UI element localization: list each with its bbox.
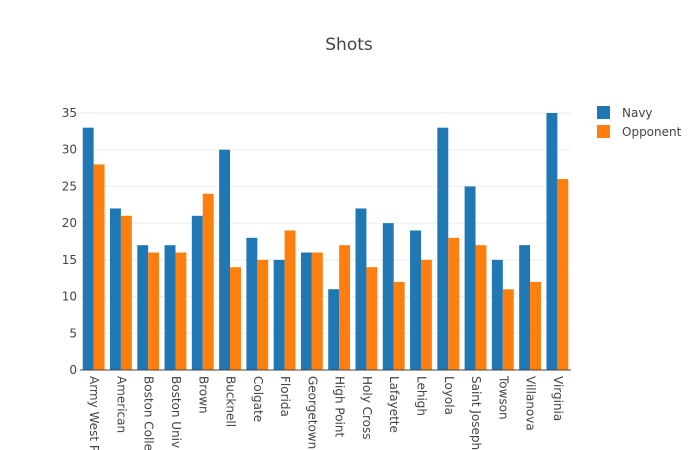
bars [82,113,569,370]
bar-navy-9[interactable] [328,289,340,370]
bar-opponent-7[interactable] [284,230,296,370]
bar-navy-10[interactable] [355,208,367,370]
x-tick-label: Saint Joseph [469,376,483,450]
x-tick-label: Villanova [524,376,538,431]
y-tick-label: 10 [62,290,77,304]
y-tick-label: 20 [62,216,77,230]
bar-navy-5[interactable] [219,149,231,370]
bar-opponent-2[interactable] [148,252,160,370]
bar-navy-0[interactable] [82,127,94,370]
y-tick-label: 30 [62,143,77,157]
legend[interactable]: Navy Opponent [597,106,682,139]
bar-navy-15[interactable] [491,259,503,370]
bar-navy-7[interactable] [273,259,285,370]
x-tick-label: Loyola [442,376,456,415]
bar-navy-2[interactable] [137,245,149,370]
x-tick-label: Georgetown [305,376,319,449]
y-tick-label: 0 [69,363,77,377]
y-tick-label: 15 [62,253,77,267]
bar-opponent-5[interactable] [230,267,241,370]
y-tick-label: 5 [69,326,77,340]
gridlines [80,112,571,334]
bar-opponent-13[interactable] [448,237,460,370]
legend-swatch-opponent[interactable] [597,125,610,138]
x-tick-label: Bucknell [224,376,238,427]
legend-swatch-navy[interactable] [597,106,610,119]
bar-opponent-10[interactable] [366,267,378,370]
bar-navy-4[interactable] [191,215,203,370]
y-axis-ticks: 0 5 10 15 20 25 30 35 [62,106,77,377]
chart-title: Shots [325,35,373,55]
x-tick-label: Florida [278,376,292,417]
bar-opponent-15[interactable] [502,289,514,370]
bar-navy-13[interactable] [437,127,449,370]
x-tick-label: Colgate [251,376,265,422]
bar-navy-14[interactable] [464,186,476,370]
bar-navy-8[interactable] [300,252,312,370]
x-tick-label: American [114,376,128,433]
bar-navy-12[interactable] [410,230,421,370]
legend-label-navy[interactable]: Navy [622,106,653,120]
bar-navy-11[interactable] [382,223,394,370]
bar-opponent-0[interactable] [93,164,105,370]
x-tick-label: Boston Univ [169,376,183,448]
bar-opponent-16[interactable] [530,281,541,370]
bar-opponent-9[interactable] [339,245,351,370]
bar-opponent-14[interactable] [475,245,487,370]
bar-opponent-4[interactable] [202,193,214,370]
x-tick-label: Towson [496,375,510,420]
y-tick-label: 35 [62,106,77,120]
x-tick-label: Brown [196,376,210,414]
bar-navy-6[interactable] [246,237,258,370]
x-tick-label: Boston Colle [142,376,156,450]
x-tick-label: Lehigh [414,376,428,416]
y-tick-label: 25 [62,179,77,193]
bar-navy-1[interactable] [110,208,121,370]
x-tick-label: Army West P [87,376,101,450]
bar-opponent-11[interactable] [393,281,405,370]
bar-navy-17[interactable] [546,113,558,370]
x-axis-ticks: Army West P American Boston Colle Boston Un… [87,375,565,450]
bar-navy-16[interactable] [519,245,531,370]
x-tick-label: Lafayette [387,376,401,433]
x-tick-label: High Point [333,376,347,437]
x-tick-label: Holy Cross [360,376,374,440]
legend-label-opponent[interactable]: Opponent [622,125,682,139]
bar-opponent-17[interactable] [557,179,569,370]
bar-navy-3[interactable] [164,245,176,370]
bar-opponent-1[interactable] [120,215,132,370]
bar-opponent-12[interactable] [420,259,432,370]
x-tick-label: Virginia [551,376,565,421]
bar-opponent-3[interactable] [175,252,187,370]
bar-opponent-8[interactable] [311,252,323,370]
bar-opponent-6[interactable] [257,259,269,370]
